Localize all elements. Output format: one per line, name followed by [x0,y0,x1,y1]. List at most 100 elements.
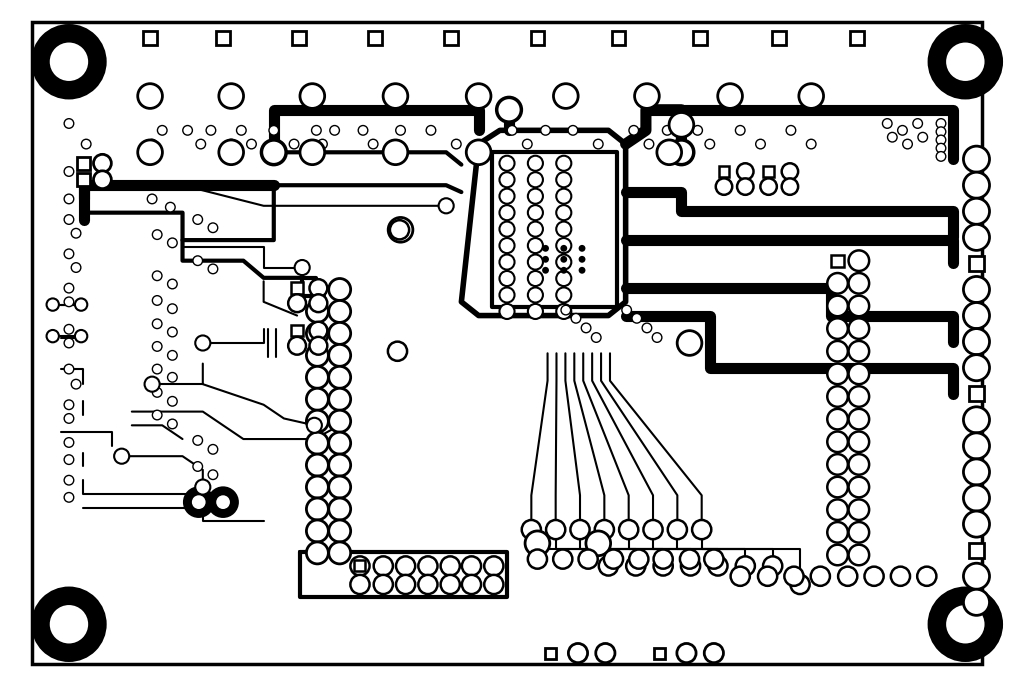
Circle shape [528,238,542,253]
Circle shape [599,556,618,576]
Bar [693,31,707,45]
Circle shape [705,549,723,569]
Circle shape [737,163,753,180]
Circle shape [571,314,581,323]
Circle shape [579,267,585,274]
Bar [831,255,844,267]
Circle shape [500,222,514,237]
Circle shape [571,520,589,539]
Circle shape [451,139,461,149]
Circle shape [635,84,659,108]
Bar [772,31,786,45]
Circle shape [569,643,587,663]
Circle shape [329,410,351,432]
Circle shape [839,567,857,586]
Circle shape [500,271,514,286]
Circle shape [306,498,329,520]
Circle shape [561,305,571,315]
Circle shape [963,146,990,172]
Circle shape [388,217,413,242]
Circle shape [167,397,177,406]
Circle shape [579,245,585,252]
Circle shape [554,84,578,108]
Circle shape [306,454,329,476]
Circle shape [528,255,542,270]
Circle shape [192,495,206,509]
Bar [969,543,984,558]
Circle shape [737,178,753,195]
Circle shape [654,556,672,576]
Circle shape [306,542,329,564]
Circle shape [736,556,754,576]
Circle shape [561,267,567,274]
Circle shape [557,304,571,319]
Circle shape [368,139,378,149]
Circle shape [522,139,532,149]
Circle shape [644,139,654,149]
Circle shape [157,126,167,135]
Circle shape [557,255,571,270]
Circle shape [115,449,129,464]
Circle shape [849,545,869,565]
Circle shape [390,220,409,239]
Circle shape [500,255,514,270]
Circle shape [827,522,848,543]
Circle shape [528,222,542,237]
Bar [444,31,458,45]
Circle shape [71,228,81,238]
Circle shape [542,245,549,252]
Circle shape [705,643,723,663]
Circle shape [827,364,848,384]
Circle shape [419,575,437,594]
Circle shape [827,545,848,565]
Circle shape [93,171,112,189]
Circle shape [849,273,869,294]
Circle shape [528,189,542,204]
Circle shape [782,178,798,195]
Circle shape [758,567,777,586]
Circle shape [288,337,306,355]
Circle shape [329,454,351,476]
Circle shape [262,140,286,165]
Circle shape [918,132,928,142]
Circle shape [677,331,702,355]
Circle shape [827,386,848,407]
Circle shape [913,119,923,128]
Circle shape [317,139,328,149]
Circle shape [64,167,74,176]
Circle shape [152,230,162,239]
Bar [143,31,157,45]
Circle shape [557,222,571,237]
Circle shape [718,84,742,108]
Circle shape [64,119,74,128]
Circle shape [396,556,415,576]
Bar [368,31,382,45]
Circle shape [31,587,106,662]
Bar [355,560,365,571]
Circle shape [307,418,321,433]
Circle shape [329,432,351,454]
Circle shape [329,344,351,366]
Circle shape [528,271,542,286]
Circle shape [581,323,591,333]
Circle shape [764,556,782,576]
Circle shape [462,556,481,576]
Circle shape [152,319,162,329]
Circle shape [630,549,648,569]
Circle shape [306,432,329,454]
Circle shape [604,549,623,569]
Circle shape [138,140,162,165]
Circle shape [306,520,329,542]
Circle shape [693,126,703,135]
Circle shape [936,143,946,153]
Circle shape [329,476,351,498]
Circle shape [963,303,990,329]
Circle shape [497,97,521,122]
Circle shape [64,493,74,502]
Circle shape [167,351,177,360]
Circle shape [500,172,514,187]
Circle shape [309,294,328,312]
Circle shape [167,372,177,382]
Circle shape [709,556,727,576]
Circle shape [568,126,578,135]
